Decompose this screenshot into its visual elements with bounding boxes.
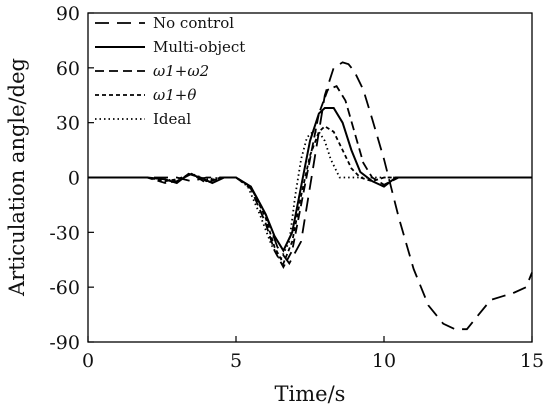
legend: No control Multi-object ω1+ω2 ω1+θ Ideal bbox=[95, 14, 245, 128]
series-line-3 bbox=[88, 125, 532, 266]
ticks-layer: 0 5 10 15 -90 -60 -30 0 30 60 90 bbox=[49, 3, 544, 372]
series-line-2 bbox=[88, 84, 532, 270]
x-tick-label: 10 bbox=[372, 350, 396, 372]
y-tick-label: -30 bbox=[49, 222, 80, 244]
x-tick-label: 15 bbox=[520, 350, 544, 372]
y-tick-label: -60 bbox=[49, 277, 80, 299]
x-axis-title: Time/s bbox=[275, 382, 346, 406]
y-tick-label: 90 bbox=[56, 3, 80, 25]
y-tick-label: 0 bbox=[68, 168, 80, 190]
y-tick-label: -90 bbox=[49, 332, 80, 354]
y-tick-label: 60 bbox=[56, 58, 80, 80]
x-tick-label: 5 bbox=[230, 350, 242, 372]
legend-label: Multi-object bbox=[153, 38, 245, 56]
lines-layer bbox=[88, 61, 533, 331]
legend-label: Ideal bbox=[153, 110, 191, 128]
y-tick-label: 30 bbox=[56, 113, 80, 135]
y-axis-title: Articulation angle/deg bbox=[5, 58, 29, 297]
legend-label: ω1+ω2 bbox=[153, 62, 209, 80]
legend-label: No control bbox=[153, 14, 234, 32]
series-line-4 bbox=[88, 130, 532, 262]
x-tick-label: 0 bbox=[82, 350, 94, 372]
legend-label: ω1+θ bbox=[153, 86, 196, 104]
